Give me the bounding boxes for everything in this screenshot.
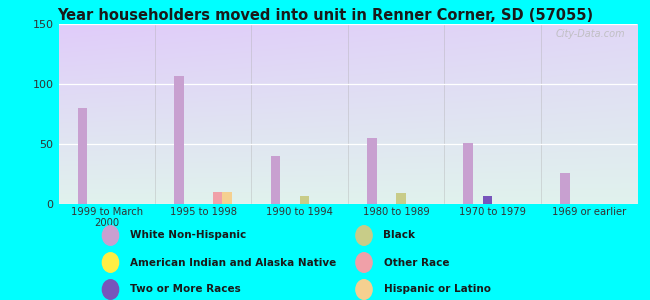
Text: Hispanic or Latino: Hispanic or Latino [384,284,491,295]
Bar [463,143,473,204]
Bar [78,108,87,204]
Bar [560,173,569,204]
Text: City-Data.com: City-Data.com [556,29,625,39]
Text: Black: Black [384,230,415,241]
Bar [367,138,376,204]
Text: Two or More Races: Two or More Races [130,284,240,295]
Bar [396,193,406,204]
Bar [483,196,493,204]
Bar [300,196,309,204]
Text: Year householders moved into unit in Renner Corner, SD (57055): Year householders moved into unit in Ren… [57,8,593,22]
Text: White Non-Hispanic: White Non-Hispanic [130,230,246,241]
Text: Other Race: Other Race [384,257,449,268]
Bar [213,192,222,204]
Bar [270,156,280,204]
Bar [174,76,184,204]
Bar [222,192,232,204]
Text: American Indian and Alaska Native: American Indian and Alaska Native [130,257,336,268]
